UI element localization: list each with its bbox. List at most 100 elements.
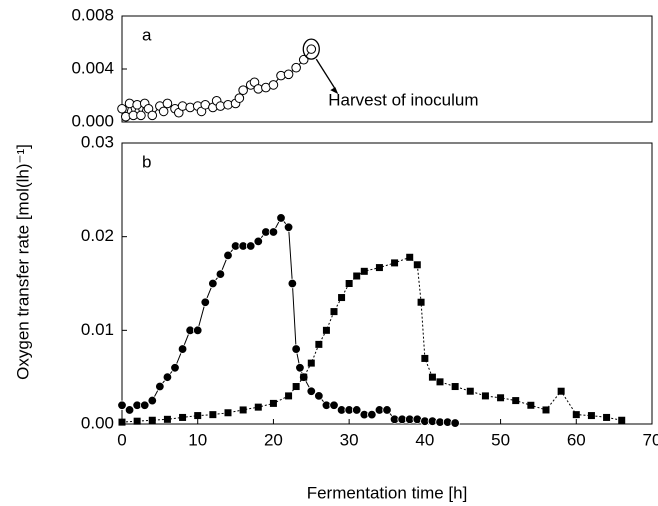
square-marker: [269, 399, 277, 407]
plot-frame: [121, 142, 653, 425]
y-tick-label: 0.01: [81, 320, 114, 339]
y-tick-label: 0.02: [81, 226, 114, 245]
square-marker: [338, 294, 346, 302]
arrow-head: [330, 87, 339, 95]
square-marker: [345, 280, 353, 287]
circle-marker: [177, 344, 188, 354]
square-marker: [163, 415, 171, 423]
x-tick-label: 20: [264, 430, 283, 449]
square-marker: [497, 394, 505, 402]
panel-label: b: [142, 152, 151, 171]
circle-marker: [268, 80, 279, 90]
square-marker: [587, 412, 595, 420]
x-tick-label: 70: [643, 430, 658, 449]
square-marker: [292, 383, 300, 391]
circle-marker: [193, 325, 203, 336]
circle-marker: [253, 236, 263, 247]
annotation-text: Harvest of inoculum: [328, 91, 478, 110]
square-marker: [428, 373, 436, 381]
square-marker: [542, 406, 550, 414]
circle-marker: [450, 418, 460, 428]
circle-marker: [147, 395, 157, 406]
circle-marker: [158, 106, 169, 117]
square-marker: [209, 411, 217, 419]
square-marker: [194, 412, 202, 420]
square-marker: [353, 272, 361, 280]
square-marker: [285, 392, 293, 400]
circle-marker: [367, 409, 377, 420]
square-marker: [330, 308, 338, 316]
panel-label: a: [142, 25, 152, 44]
circle-marker: [306, 386, 316, 396]
y-tick-label: 0.00: [81, 413, 114, 432]
y-tick-label: 0.03: [81, 132, 114, 151]
circle-marker: [412, 414, 422, 425]
square-marker: [413, 261, 421, 269]
circle-marker: [306, 44, 317, 54]
circle-marker: [314, 391, 324, 401]
x-tick-label: 50: [491, 430, 510, 449]
square-marker: [557, 387, 565, 395]
circle-marker: [215, 269, 226, 279]
square-marker: [133, 417, 141, 425]
square-marker: [179, 413, 187, 421]
circle-marker: [352, 405, 362, 415]
circle-marker: [170, 363, 180, 373]
square-marker: [391, 259, 399, 267]
x-tick-label: 60: [567, 430, 586, 449]
circle-marker: [162, 98, 173, 109]
square-marker: [481, 392, 489, 400]
circle-marker: [291, 344, 301, 354]
circle-marker: [283, 69, 294, 80]
x-axis-label: Fermentation time [h]: [307, 483, 468, 502]
square-marker: [436, 378, 444, 386]
circle-marker: [140, 400, 150, 410]
annotation-arrow: [315, 58, 336, 90]
circle-marker: [283, 222, 294, 233]
series-line: [121, 256, 622, 423]
circle-marker: [147, 110, 158, 121]
x-tick-label: 40: [415, 430, 434, 449]
square-marker: [307, 359, 315, 367]
square-marker: [466, 387, 474, 395]
square-marker: [512, 397, 520, 405]
y-axis-label: Oxygen transfer rate [mol(lh)⁻¹]: [13, 144, 32, 380]
circle-marker: [234, 93, 245, 103]
circle-marker: [246, 241, 256, 251]
circle-marker: [117, 400, 127, 410]
square-marker: [375, 264, 383, 272]
circle-marker: [162, 372, 173, 382]
circle-marker: [200, 297, 210, 307]
circle-marker: [298, 54, 309, 65]
square-marker: [572, 411, 580, 419]
square-marker: [315, 340, 323, 348]
square-marker: [421, 354, 429, 362]
annotation-circle: [302, 38, 320, 60]
square-marker: [254, 403, 262, 411]
circle-marker: [382, 405, 392, 415]
y-tick-label: 0.004: [71, 58, 114, 77]
square-marker: [360, 267, 368, 275]
circle-marker: [268, 227, 279, 237]
x-tick-label: 10: [188, 430, 207, 449]
square-marker: [322, 326, 330, 334]
x-tick-label: 30: [340, 430, 359, 449]
x-tick-label: 0: [117, 430, 126, 449]
circle-marker: [329, 400, 339, 410]
square-marker: [451, 383, 459, 391]
square-marker: [224, 409, 232, 417]
circle-marker: [291, 62, 301, 73]
circle-marker: [287, 278, 298, 289]
square-marker: [618, 416, 626, 424]
y-tick-label: 0.008: [71, 5, 114, 24]
circle-marker: [295, 363, 305, 373]
y-tick-label: 0.000: [71, 111, 114, 130]
circle-marker: [117, 103, 127, 114]
circle-marker: [276, 213, 286, 223]
square-marker: [239, 406, 247, 414]
series-line: [121, 217, 456, 424]
square-marker: [603, 413, 611, 421]
circle-marker: [238, 85, 248, 95]
circle-marker: [208, 278, 218, 289]
